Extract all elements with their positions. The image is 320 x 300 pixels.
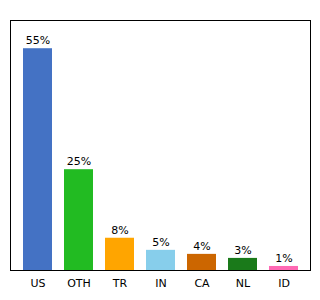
- svg-text:CA: CA: [194, 277, 210, 290]
- svg-text:ID: ID: [278, 277, 290, 290]
- svg-text:25%: 25%: [67, 155, 91, 168]
- svg-text:TR: TR: [112, 277, 128, 290]
- svg-text:5%: 5%: [152, 236, 169, 249]
- svg-text:US: US: [30, 277, 45, 290]
- svg-text:OTH: OTH: [67, 277, 91, 290]
- svg-text:3%: 3%: [234, 244, 251, 257]
- svg-text:1%: 1%: [275, 252, 292, 265]
- svg-text:IN: IN: [155, 277, 166, 290]
- svg-text:55%: 55%: [26, 34, 50, 47]
- svg-text:NL: NL: [236, 277, 251, 290]
- svg-text:4%: 4%: [193, 240, 210, 253]
- svg-text:8%: 8%: [111, 224, 128, 237]
